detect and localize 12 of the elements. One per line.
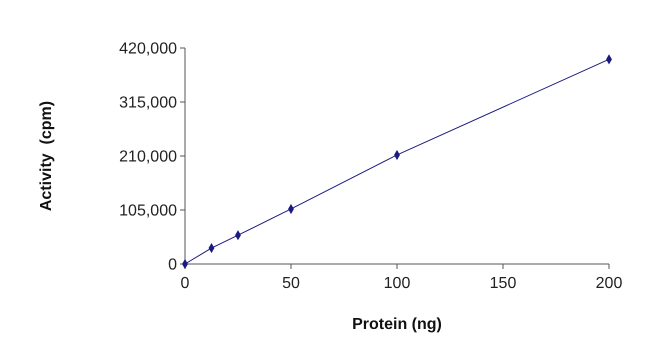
y-tick-label: 210,000 <box>119 148 178 166</box>
y-tick-label: 315,000 <box>119 94 178 112</box>
x-tick-label: 50 <box>282 275 300 292</box>
y-axis-title: Activity (cpm) <box>38 100 55 212</box>
y-tick-label: 105,000 <box>119 202 178 220</box>
x-tick-label: 200 <box>596 275 622 292</box>
x-tick-label: 100 <box>384 275 410 292</box>
x-tick-label: 150 <box>490 275 516 292</box>
y-tick-label: 420,000 <box>119 40 178 58</box>
x-axis-title: Protein (ng) <box>352 316 442 333</box>
y-tick-label: 0 <box>168 256 178 274</box>
x-tick-label: 0 <box>180 275 190 292</box>
